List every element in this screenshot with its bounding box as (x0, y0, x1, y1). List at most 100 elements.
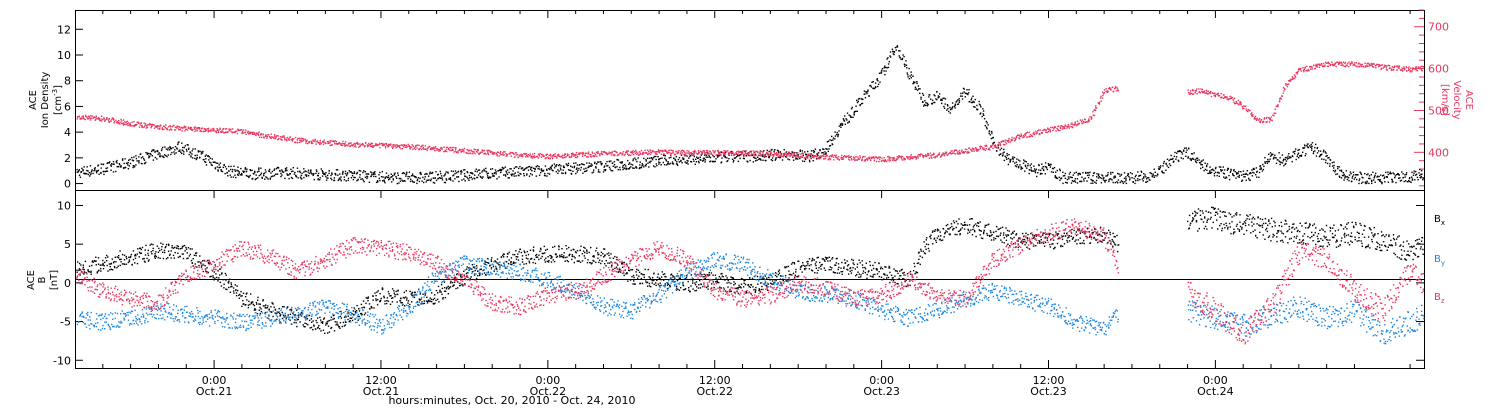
density-series-point (373, 171, 375, 174)
velocity-series-point (133, 125, 136, 127)
density-series-point (155, 150, 157, 153)
velocity-series-point (564, 156, 566, 158)
velocity-series-point (95, 115, 98, 117)
ticks-layer (75, 9, 1424, 368)
density-series-point (1104, 180, 1106, 182)
density-series-point (1312, 152, 1315, 155)
density-series-point (277, 166, 280, 169)
velocity-series-point (983, 148, 985, 151)
density-series-point (780, 153, 783, 155)
velocity-series-point (780, 154, 782, 156)
Bx-series-point (77, 261, 79, 263)
density-series-point (1281, 162, 1284, 164)
density-series-point (362, 179, 365, 181)
velocity-series-point (1057, 129, 1060, 132)
velocity-series-point (368, 142, 370, 145)
velocity-series-point (425, 148, 427, 150)
density-series-point (1016, 158, 1018, 160)
velocity-series-point (1015, 135, 1018, 137)
velocity-series-point (144, 123, 147, 125)
velocity_after_gap-series-point (1380, 67, 1383, 70)
velocity-series-point (599, 153, 601, 155)
velocity-series-point (189, 127, 191, 129)
density-series-point (1255, 167, 1257, 169)
velocity-series-point (827, 158, 830, 160)
velocity_after_gap-series-point (1229, 98, 1232, 100)
density-series-point (670, 156, 672, 159)
density-series-point (402, 180, 404, 182)
density-series-point (962, 87, 965, 90)
velocity-series-point (409, 145, 411, 148)
density-series-point (1175, 158, 1177, 160)
density-series-point (471, 172, 473, 174)
velocity_after_gap-series-point (1230, 97, 1232, 99)
velocity-series-point (342, 143, 345, 145)
velocity-series-point (637, 152, 639, 154)
density-series-point (1014, 165, 1017, 167)
density-series-point (515, 175, 517, 177)
density-series-point (1128, 175, 1130, 178)
Bx-series-point (83, 271, 86, 273)
velocity-series-point (167, 126, 170, 128)
Bx-series-point (115, 261, 117, 263)
density-series-point (1159, 167, 1161, 169)
density-series-point (102, 163, 105, 165)
density-series-point (1359, 171, 1361, 173)
velocity-series-point (1093, 114, 1096, 117)
density-series-point (898, 50, 900, 52)
velocity-series-point (815, 153, 818, 156)
velocity-series-point (266, 135, 268, 138)
velocity-series-point (797, 155, 799, 157)
velocity_after_gap-series-point (1239, 101, 1241, 103)
velocity-series-point (866, 158, 868, 161)
velocity_after_gap-series-point (1207, 93, 1209, 95)
density-series-point (947, 108, 949, 110)
density-series-point (251, 178, 253, 180)
density-series-point (196, 157, 198, 160)
density-series-point (1089, 171, 1091, 173)
velocity_after_gap-series-point (1233, 97, 1236, 99)
velocity-series-point (967, 152, 969, 154)
velocity-series-point (300, 137, 302, 140)
density-series-point (181, 142, 183, 144)
density-series-point (371, 172, 373, 174)
velocity-series-point (672, 152, 675, 154)
Bx-series-point (140, 248, 142, 251)
velocity_after_gap-series-point (1385, 69, 1388, 71)
density-series-point (146, 152, 149, 154)
density-series-point (432, 181, 435, 184)
density-series-point (285, 167, 288, 169)
velocity-series-point (950, 150, 952, 152)
velocity-series-point (566, 153, 569, 155)
velocity_after_gap-series-point (1251, 115, 1253, 117)
velocity_after_gap-series-point (1335, 65, 1337, 68)
velocity-series-point (455, 148, 457, 150)
density-series-point (411, 173, 414, 175)
density-series-point (853, 110, 856, 113)
velocity-series-point (384, 145, 387, 148)
density-series-point (573, 162, 575, 164)
velocity_after_gap-series-point (1368, 65, 1370, 67)
velocity-series-point (1110, 88, 1112, 90)
density-series-point (210, 164, 213, 166)
velocity-series-point (497, 151, 500, 153)
velocity-series-point (838, 159, 840, 161)
velocity-series-point (1084, 121, 1087, 123)
velocity-series-point (576, 156, 578, 159)
density-series-point (149, 153, 151, 155)
density-series-point (178, 141, 180, 143)
density-series-point (342, 172, 344, 174)
velocity-series-point (1065, 125, 1067, 127)
density-series-point (603, 169, 605, 171)
density-series-point (100, 171, 102, 174)
density-series-point (1264, 157, 1266, 159)
density-series-point (1368, 182, 1370, 185)
velocity-series-point (126, 120, 128, 123)
density-series-point (1394, 177, 1396, 179)
density-series-point (1329, 165, 1331, 167)
density-series-point (1194, 160, 1197, 163)
density-series-point (1245, 172, 1247, 175)
velocity-series-point (1103, 89, 1106, 91)
velocity-series-point (962, 151, 965, 153)
Bx-series-point (92, 261, 94, 263)
